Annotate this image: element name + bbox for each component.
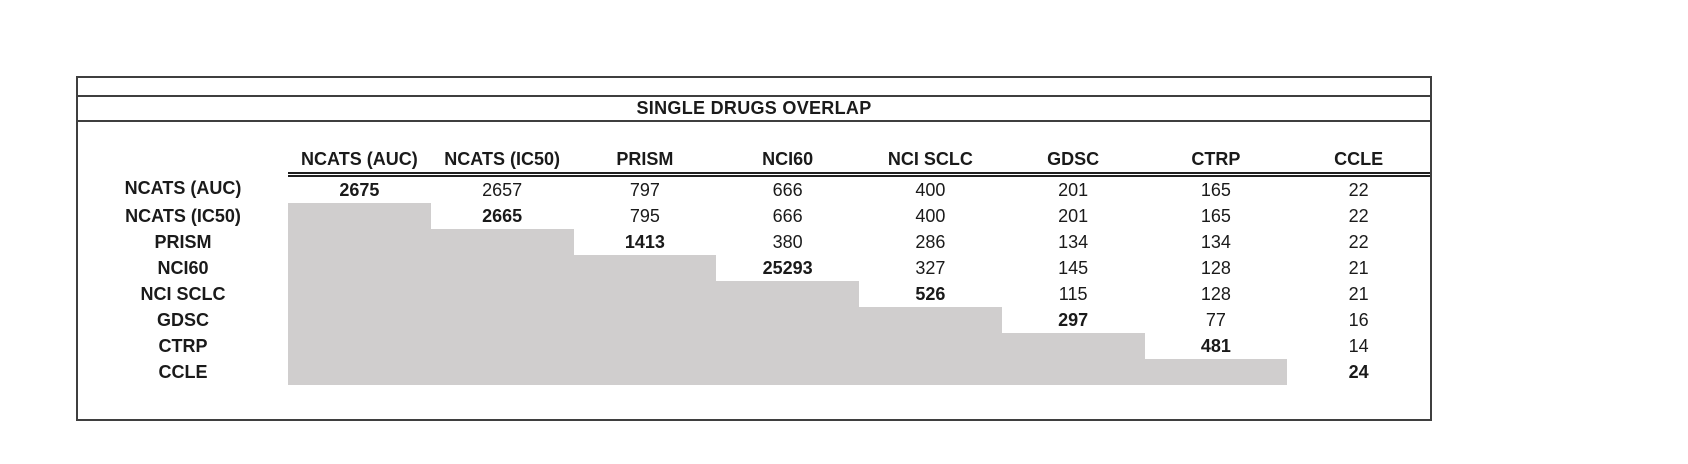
- shaded-empty-cell: [430, 307, 574, 333]
- shaded-empty-cell: [430, 359, 574, 385]
- matrix-cell: 2665: [482, 205, 523, 226]
- matrix-cell: 128: [1200, 257, 1231, 278]
- shaded-empty-cell: [573, 333, 717, 359]
- row-header: GDSC: [156, 309, 209, 330]
- matrix-cell: 481: [1200, 335, 1231, 356]
- matrix-cell: 134: [1200, 231, 1231, 252]
- matrix-cell: 22: [1348, 179, 1369, 200]
- shaded-empty-cell: [288, 307, 431, 333]
- matrix-cell: 134: [1058, 231, 1089, 252]
- matrix-cell: 22: [1348, 205, 1369, 226]
- matrix-cell: 21: [1348, 283, 1369, 304]
- overlap-table-panel: SINGLE DRUGS OVERLAP NCATS (AUC) NCATS (I…: [76, 76, 1432, 421]
- header-row: NCATS (AUC) NCATS (IC50) PRISM NCI60 NCI SCL…: [78, 122, 1430, 177]
- table-header: NCATS (AUC) NCATS (IC50) PRISM NCI60 NCI SCL…: [78, 122, 1430, 177]
- matrix-cell: 795: [629, 205, 660, 226]
- shaded-empty-cell: [430, 255, 574, 281]
- shaded-empty-cell: [288, 203, 431, 229]
- table-rows: NCATS (AUC) 2675 2657 797 666 400 201 165 22 NCAT…: [78, 175, 1430, 385]
- shaded-empty-cell: [430, 333, 574, 359]
- matrix-cell: 16: [1348, 309, 1369, 330]
- corner-spacer-cell: [78, 122, 288, 175]
- shaded-empty-cell: [430, 229, 574, 255]
- shaded-empty-cell: [859, 333, 1002, 359]
- table-body-area: NCATS (AUC) NCATS (IC50) PRISM NCI60 NCI SCL…: [78, 122, 1430, 385]
- matrix-cell: 286: [915, 231, 946, 252]
- matrix-cell: 297: [1058, 309, 1089, 330]
- matrix-cell: 21: [1348, 257, 1369, 278]
- matrix-cell: 380: [772, 231, 803, 252]
- matrix-cell: 400: [915, 179, 946, 200]
- matrix-cell: 25293: [762, 257, 813, 278]
- shaded-empty-cell: [716, 333, 859, 359]
- shaded-empty-cell: [716, 307, 859, 333]
- matrix-cell: 666: [772, 205, 803, 226]
- shaded-empty-cell: [288, 229, 431, 255]
- matrix-cell: 165: [1200, 179, 1231, 200]
- matrix-cell: 14: [1348, 335, 1369, 356]
- matrix-cell: 526: [915, 283, 946, 304]
- matrix-cell: 2657: [482, 179, 523, 200]
- table-row: NCATS (AUC) 2675 2657 797 666 400 201 165 22: [78, 175, 1430, 204]
- matrix-cell: 201: [1058, 205, 1089, 226]
- column-header: NCATS (AUC): [288, 122, 431, 177]
- matrix-cell: 201: [1058, 179, 1089, 200]
- title-row: SINGLE DRUGS OVERLAP: [78, 97, 1430, 122]
- column-header: NCI60: [716, 122, 859, 177]
- matrix-cell: 22: [1348, 231, 1369, 252]
- matrix-cell: 24: [1348, 361, 1369, 382]
- matrix-cell: 2675: [339, 179, 380, 200]
- matrix-cell: 165: [1200, 205, 1231, 226]
- table-row: PRISM 1413 380 286 134 134 22: [78, 229, 1430, 255]
- matrix-cell: 128: [1200, 283, 1231, 304]
- shaded-empty-cell: [1001, 359, 1145, 385]
- row-header: NCATS (AUC): [124, 178, 242, 199]
- shaded-empty-cell: [288, 333, 431, 359]
- shaded-empty-cell: [288, 255, 431, 281]
- row-header: PRISM: [154, 231, 212, 252]
- single-drugs-overlap-table: NCATS (AUC) NCATS (IC50) PRISM NCI60 NCI SCL…: [78, 122, 1430, 385]
- shaded-empty-cell: [1001, 333, 1145, 359]
- row-header: NCI60: [157, 257, 209, 278]
- table-row: CCLE 24: [78, 359, 1430, 385]
- column-header: NCATS (IC50): [430, 122, 574, 177]
- row-header: CTRP: [158, 335, 208, 356]
- matrix-cell: 77: [1205, 309, 1226, 330]
- row-header: NCI SCLC: [140, 283, 226, 304]
- matrix-cell: 327: [915, 257, 946, 278]
- matrix-cell: 145: [1058, 257, 1089, 278]
- shaded-empty-cell: [573, 255, 717, 281]
- row-header: NCATS (IC50): [125, 205, 241, 226]
- table-row: NCI60 25293 327 145 128 21: [78, 255, 1430, 281]
- matrix-cell: 797: [629, 179, 660, 200]
- shaded-empty-cell: [859, 307, 1002, 333]
- matrix-cell: 666: [772, 179, 803, 200]
- table-row: NCI SCLC 526 115 128 21: [78, 281, 1430, 307]
- table-row: NCATS (IC50) 2665 795 666 400 201 165 22: [78, 203, 1430, 229]
- table-title: SINGLE DRUGS OVERLAP: [636, 98, 872, 118]
- table-row: GDSC 297 77 16: [78, 307, 1430, 333]
- shaded-empty-cell: [716, 281, 859, 307]
- shaded-empty-cell: [573, 281, 717, 307]
- matrix-cell: 400: [915, 205, 946, 226]
- column-header: CCLE: [1287, 122, 1430, 177]
- shaded-empty-cell: [1144, 359, 1288, 385]
- table-row: CTRP 481 14: [78, 333, 1430, 359]
- column-header: GDSC: [1001, 122, 1145, 177]
- row-header: CCLE: [158, 361, 208, 382]
- shaded-empty-cell: [288, 281, 431, 307]
- matrix-cell: 1413: [624, 231, 665, 252]
- shaded-empty-cell: [430, 281, 574, 307]
- matrix-cell: 115: [1058, 283, 1088, 304]
- column-header: NCI SCLC: [859, 122, 1002, 177]
- shaded-empty-cell: [859, 359, 1002, 385]
- shaded-empty-cell: [573, 307, 717, 333]
- shaded-empty-cell: [716, 359, 859, 385]
- shaded-empty-cell: [288, 359, 431, 385]
- column-header: CTRP: [1144, 122, 1288, 177]
- top-spacer-row: [78, 78, 1430, 97]
- column-header: PRISM: [573, 122, 717, 177]
- shaded-empty-cell: [573, 359, 717, 385]
